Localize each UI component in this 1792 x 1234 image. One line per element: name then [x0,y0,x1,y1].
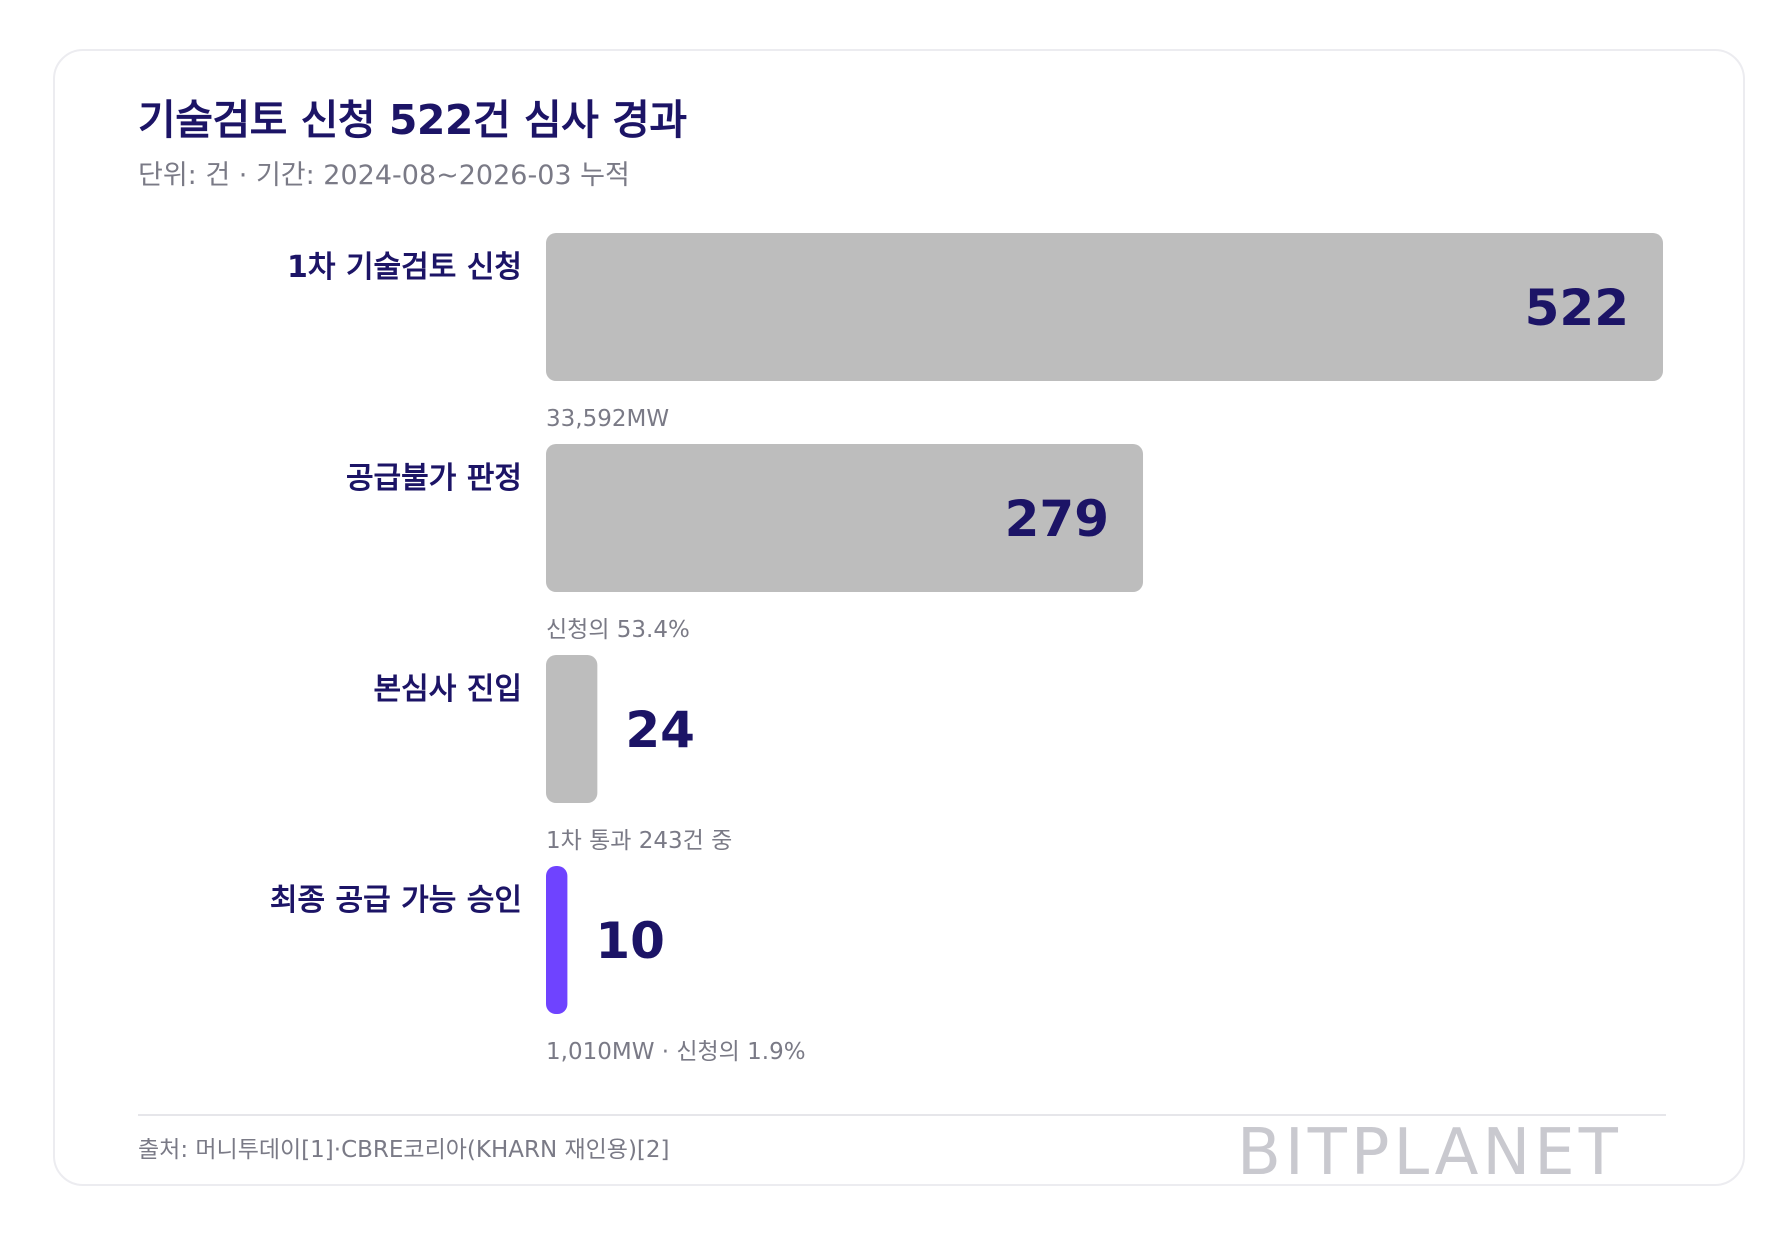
category-label: 공급불가 판정 [346,461,522,496]
bar [546,866,568,1014]
footer-divider [138,1114,1666,1116]
bar [546,444,1144,592]
value-label: 522 [1525,279,1629,337]
chart-title: 기술검토 신청 522건 심사 경과 [138,96,687,144]
value-label: 24 [625,701,695,759]
category-label: 본심사 진입 [374,672,522,707]
value-label: 279 [1005,490,1109,548]
bar-note: 1차 통과 243건 중 [546,828,732,854]
value-label: 10 [595,912,665,970]
bar [546,233,1663,381]
bar [546,655,598,803]
category-label: 1차 기술검토 신청 [287,250,522,285]
category-label: 최종 공급 가능 승인 [270,883,522,918]
chart-subtitle: 단위: 건 · 기간: 2024-08~2026-03 누적 [138,160,630,191]
bar-note: 신청의 53.4% [546,617,690,643]
bitplanet-logo: BITPLANET [1237,1116,1622,1190]
source-note: 출처: 머니투데이[1]·CBRE코리아(KHARN 재인용)[2] [138,1137,670,1163]
bar-note: 33,592MW [546,406,669,432]
bar-note: 1,010MW · 신청의 1.9% [546,1039,806,1065]
